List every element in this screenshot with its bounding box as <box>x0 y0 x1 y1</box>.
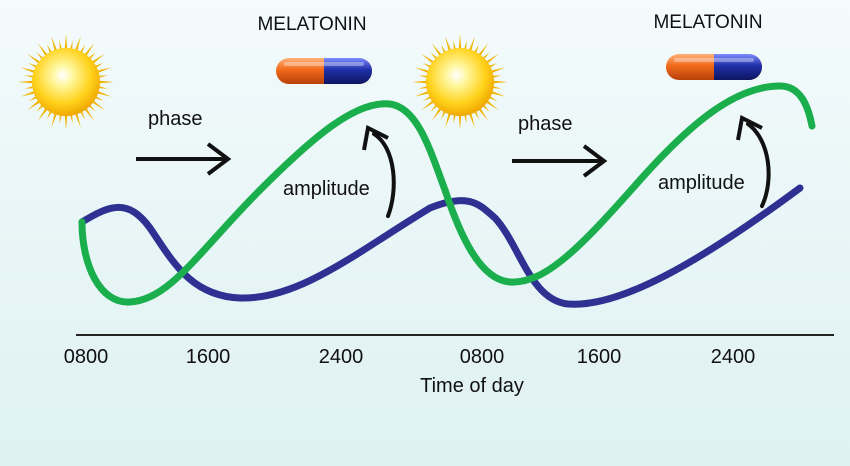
right-arrow-icon <box>136 142 232 176</box>
phase-label: phase <box>148 108 203 130</box>
curved-arrow-icon <box>362 125 396 218</box>
tick-label: 2400 <box>711 346 756 368</box>
phase-label: phase <box>518 113 573 135</box>
sun-icon <box>412 34 508 130</box>
amplitude-label: amplitude <box>283 178 370 200</box>
sun-icon <box>18 34 114 130</box>
blue-curve <box>78 184 804 308</box>
amplitude-label: amplitude <box>658 172 745 194</box>
green-curve <box>78 82 816 306</box>
tick-label: 1600 <box>577 346 622 368</box>
tick-label: 0800 <box>64 346 109 368</box>
melatonin-pill-icon <box>666 54 762 80</box>
tick-label: 1600 <box>186 346 231 368</box>
melatonin-label: MELATONIN <box>653 12 762 33</box>
melatonin-label: MELATONIN <box>257 14 366 35</box>
tick-label: 2400 <box>319 346 364 368</box>
tick-label: 0800 <box>460 346 505 368</box>
right-arrow-icon <box>512 144 608 178</box>
x-axis-title: Time of day <box>420 375 524 397</box>
melatonin-pill-icon <box>276 58 372 84</box>
curved-arrow-icon <box>736 115 771 208</box>
